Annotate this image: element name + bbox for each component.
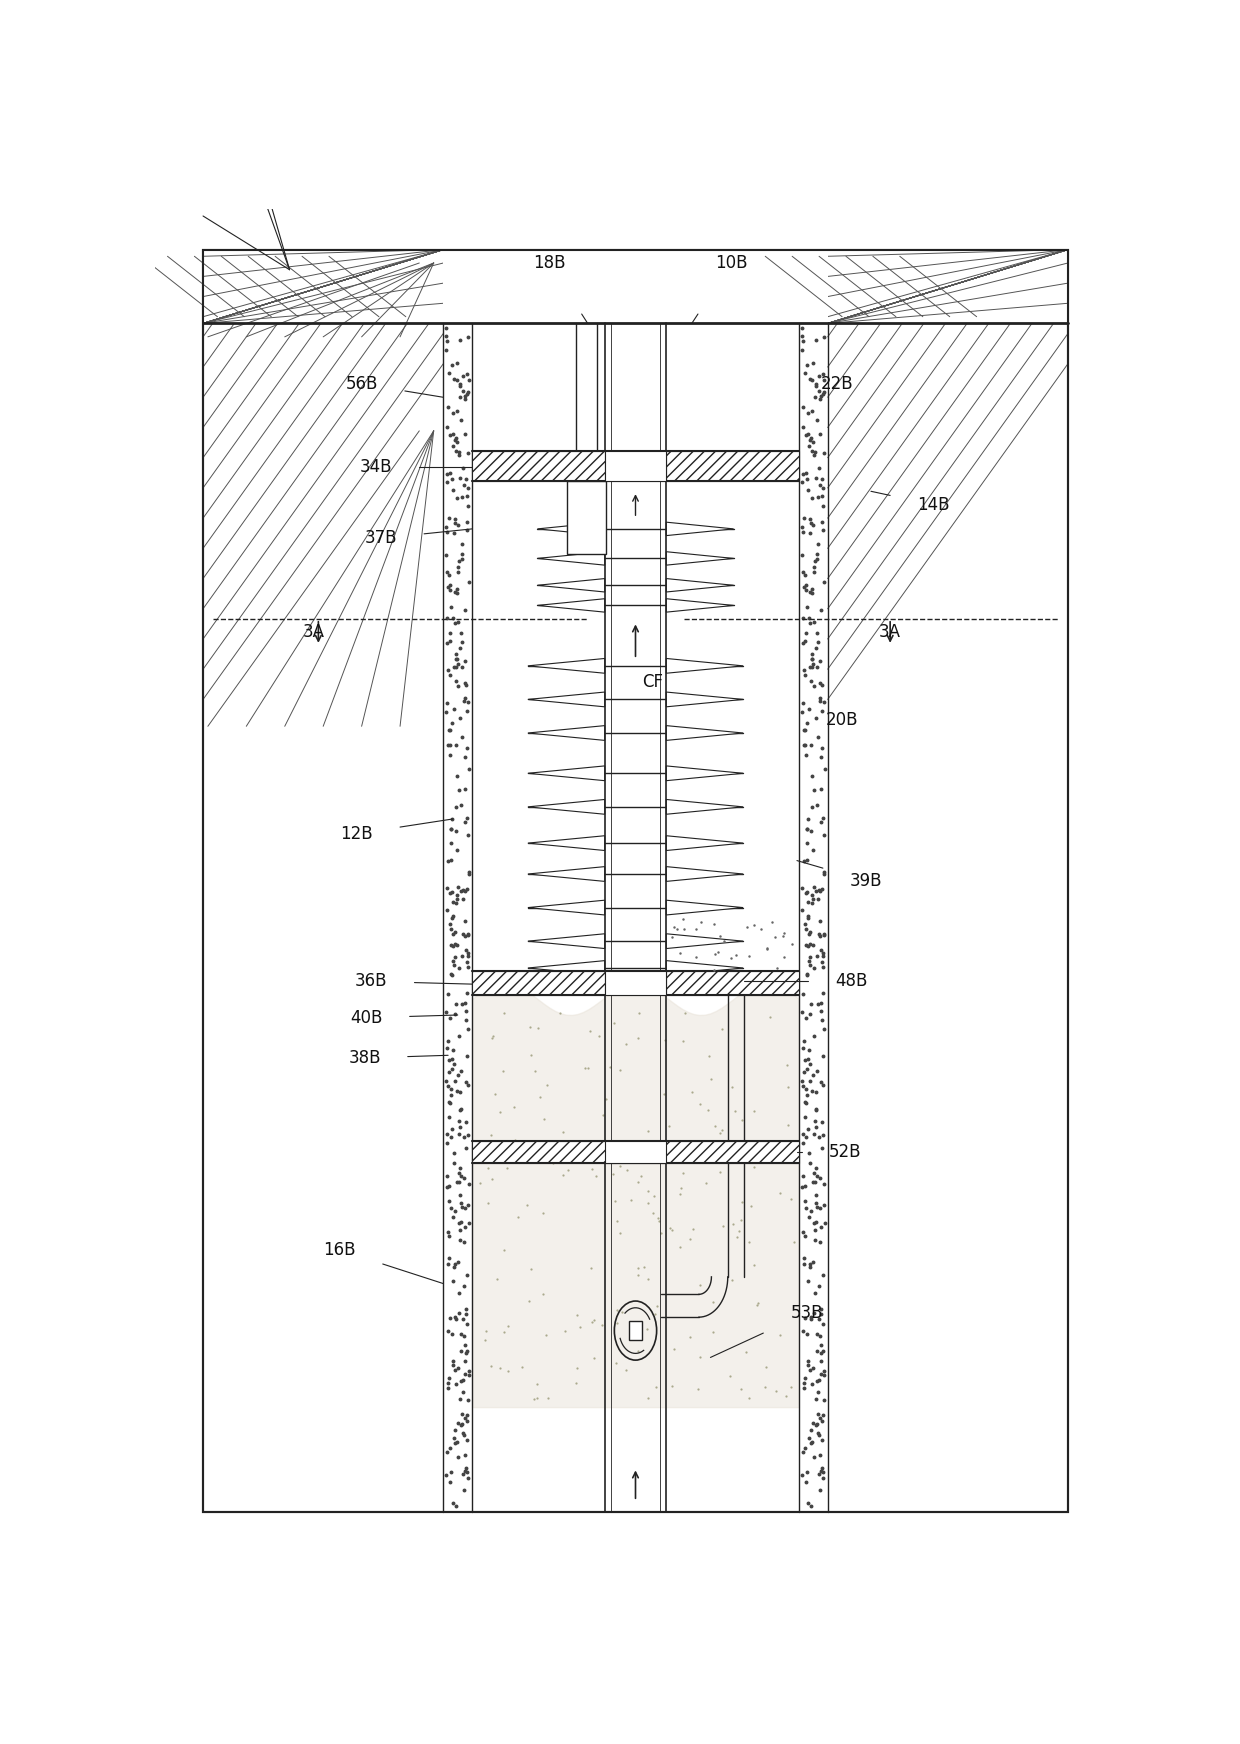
Bar xyxy=(605,971,666,994)
Text: 48B: 48B xyxy=(836,973,868,991)
Polygon shape xyxy=(666,659,743,673)
Polygon shape xyxy=(537,551,605,565)
Text: 53B: 53B xyxy=(790,1305,823,1322)
Polygon shape xyxy=(537,579,605,591)
Polygon shape xyxy=(528,799,605,814)
Polygon shape xyxy=(666,867,743,881)
Polygon shape xyxy=(666,900,743,916)
Text: 22B: 22B xyxy=(821,375,853,392)
Bar xyxy=(203,249,444,323)
Polygon shape xyxy=(666,579,734,591)
Polygon shape xyxy=(528,726,605,741)
Polygon shape xyxy=(666,961,743,975)
Text: 16B: 16B xyxy=(324,1242,356,1259)
Text: 12B: 12B xyxy=(341,825,373,842)
Bar xyxy=(605,452,666,481)
Text: 40B: 40B xyxy=(350,1008,383,1027)
Polygon shape xyxy=(666,551,734,565)
Text: 14B: 14B xyxy=(918,495,950,514)
Polygon shape xyxy=(666,933,743,949)
Text: 3A: 3A xyxy=(879,623,901,642)
Bar xyxy=(567,481,605,555)
Polygon shape xyxy=(528,835,605,851)
Polygon shape xyxy=(528,766,605,781)
Polygon shape xyxy=(666,726,743,741)
Bar xyxy=(666,971,799,994)
Bar xyxy=(828,249,1068,323)
Polygon shape xyxy=(537,521,605,535)
Bar xyxy=(472,1141,799,1163)
Polygon shape xyxy=(666,692,743,706)
Text: 20B: 20B xyxy=(826,710,858,729)
Polygon shape xyxy=(528,900,605,916)
Text: CF: CF xyxy=(642,673,663,691)
Text: 52B: 52B xyxy=(828,1142,862,1162)
Text: 10B: 10B xyxy=(715,255,748,272)
Polygon shape xyxy=(666,799,743,814)
Text: 56B: 56B xyxy=(346,375,378,392)
Bar xyxy=(575,467,598,508)
Polygon shape xyxy=(528,692,605,706)
Text: 37B: 37B xyxy=(365,528,397,548)
Polygon shape xyxy=(528,933,605,949)
Text: 36B: 36B xyxy=(355,973,387,991)
Bar xyxy=(605,1141,666,1163)
Polygon shape xyxy=(528,961,605,975)
Bar xyxy=(472,452,605,481)
Polygon shape xyxy=(537,598,605,612)
Text: 38B: 38B xyxy=(348,1048,381,1067)
Text: 39B: 39B xyxy=(849,872,883,889)
Bar xyxy=(472,971,605,994)
Polygon shape xyxy=(666,766,743,781)
Text: 18B: 18B xyxy=(533,255,565,272)
Polygon shape xyxy=(666,598,734,612)
Bar xyxy=(666,452,799,481)
Polygon shape xyxy=(666,521,734,535)
Text: 34B: 34B xyxy=(360,459,392,476)
Bar xyxy=(444,249,828,323)
Text: 3A: 3A xyxy=(303,623,325,642)
Bar xyxy=(629,1322,642,1339)
Polygon shape xyxy=(666,835,743,851)
Polygon shape xyxy=(528,659,605,673)
Polygon shape xyxy=(528,867,605,881)
